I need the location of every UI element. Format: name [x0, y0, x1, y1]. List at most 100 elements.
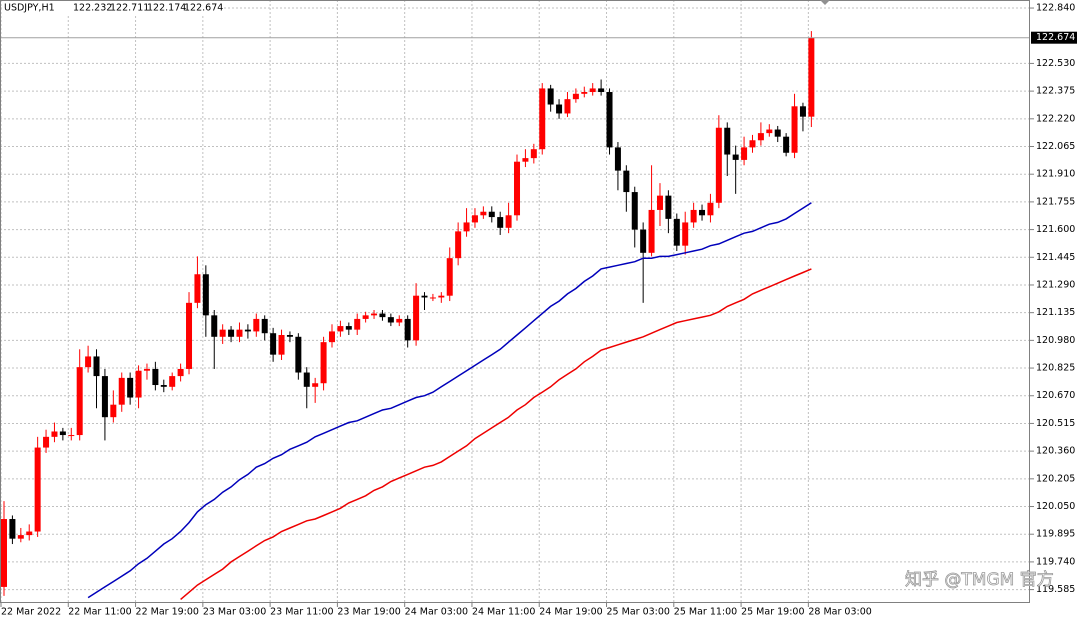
y-tick-label: 121.445: [1036, 252, 1075, 263]
price-label: 122.674: [1036, 32, 1075, 43]
candle-body: [312, 383, 319, 387]
y-tick-label: 120.980: [1036, 335, 1075, 346]
x-tick-label: 24 Mar 11:00: [472, 607, 535, 618]
x-tick-label: 25 Mar 11:00: [674, 607, 737, 618]
x-tick-label: 24 Mar 19:00: [539, 607, 602, 618]
moving-average: [87, 202, 812, 599]
candle-body: [589, 88, 596, 93]
header: USDJPY,H1 122.232 122.711 122.174 122.67…: [2, 1, 224, 15]
candle-body: [34, 447, 41, 532]
candle-body: [219, 329, 226, 337]
x-tick-label: 22 Mar 19:00: [136, 607, 199, 618]
candle-body: [699, 209, 706, 216]
marks: [0, 31, 1030, 600]
candle-body: [186, 302, 193, 369]
candle-body: [143, 368, 150, 371]
candle-body: [665, 195, 672, 219]
candle-body: [236, 329, 243, 337]
header-low: 122.174: [147, 3, 186, 14]
candle-body: [673, 218, 680, 246]
candle-body: [455, 231, 462, 259]
x-tick-label: 22 Mar 2022: [1, 607, 61, 618]
candle-body: [17, 535, 24, 539]
x-tick-label: 28 Mar 03:00: [808, 607, 871, 618]
candle-body: [26, 531, 33, 536]
y-tick-label: 121.135: [1036, 307, 1075, 318]
watermark: 知乎 @TMGM 官方: [905, 570, 1054, 590]
candle-body: [228, 329, 235, 337]
y-tick-label: 122.220: [1036, 113, 1075, 124]
y-tick-label: 119.895: [1036, 529, 1075, 540]
candle-body: [1, 519, 7, 587]
candle-body: [345, 326, 352, 330]
y-tick-label: 122.065: [1036, 141, 1075, 152]
candle-body: [211, 315, 218, 337]
candle-body: [253, 318, 260, 332]
y-tick-label: 121.600: [1036, 224, 1075, 235]
candle-body: [707, 202, 714, 216]
candle-body: [110, 404, 117, 418]
candle-body: [505, 215, 512, 228]
candle-body: [564, 99, 571, 114]
header-high: 122.711: [110, 3, 149, 14]
x-tick-label: 24 Mar 03:00: [405, 607, 468, 618]
labels: 122.840 122.530 122.375 122.220 122.065 121.9…: [0, 3, 1077, 618]
x-tick-label: 23 Mar 11:00: [270, 607, 333, 618]
candle-body: [732, 154, 739, 160]
x-tick-label: 25 Mar 19:00: [741, 607, 804, 618]
candle-body: [446, 258, 453, 296]
candle-body: [480, 211, 487, 216]
y-tick-label: 121.910: [1036, 169, 1075, 180]
plot-border: [0, 0, 1030, 603]
candle-body: [270, 333, 277, 355]
moving-average: [180, 268, 812, 600]
candle-body: [135, 370, 142, 398]
candle-body: [320, 342, 327, 384]
y-tick-label: 120.050: [1036, 501, 1075, 512]
candle-body: [43, 436, 50, 448]
header-close: 122.674: [184, 3, 223, 14]
candle-body: [429, 297, 436, 299]
candle-body: [177, 368, 184, 377]
candle-body: [471, 215, 478, 223]
price-label-bg: [1031, 31, 1077, 44]
candle-body: [631, 192, 638, 230]
x-tick-label: 23 Mar 19:00: [337, 607, 400, 618]
candle-body: [774, 129, 781, 137]
candle-body: [808, 37, 815, 117]
y-tick-label: 122.840: [1036, 3, 1075, 14]
candle-body: [387, 317, 394, 323]
candle-body: [404, 318, 411, 341]
x-tick-label: 22 Mar 11:00: [68, 607, 131, 618]
y-tick-label: 119.585: [1036, 584, 1075, 595]
candle-body: [421, 295, 428, 298]
y-tick-label: 120.360: [1036, 446, 1075, 457]
candle-body: [539, 88, 546, 150]
candle-body: [766, 129, 773, 134]
candle-body: [127, 377, 134, 398]
candle-body: [749, 140, 756, 148]
candle-body: [371, 313, 378, 316]
candle-body: [76, 367, 83, 436]
candle-body: [328, 331, 335, 343]
candle-body: [783, 136, 790, 153]
candle-body: [160, 385, 167, 387]
candle-body: [656, 195, 663, 210]
symbol: USDJPY,H1: [4, 3, 55, 14]
candle-body: [648, 209, 655, 253]
candle-body: [101, 376, 108, 418]
candle-body: [68, 435, 75, 437]
y-tick-label: 120.825: [1036, 363, 1075, 374]
candle-body: [337, 326, 344, 332]
candle-body: [438, 295, 445, 298]
candle-body: [497, 217, 504, 228]
y-tick-label: 119.740: [1036, 556, 1075, 567]
candle-body: [278, 335, 285, 355]
shift-marker: [820, 0, 830, 5]
candle-body: [741, 147, 748, 160]
candle-body: [724, 127, 731, 155]
candle-body: [59, 431, 66, 436]
candle-body: [202, 274, 209, 316]
candle-body: [682, 222, 689, 246]
